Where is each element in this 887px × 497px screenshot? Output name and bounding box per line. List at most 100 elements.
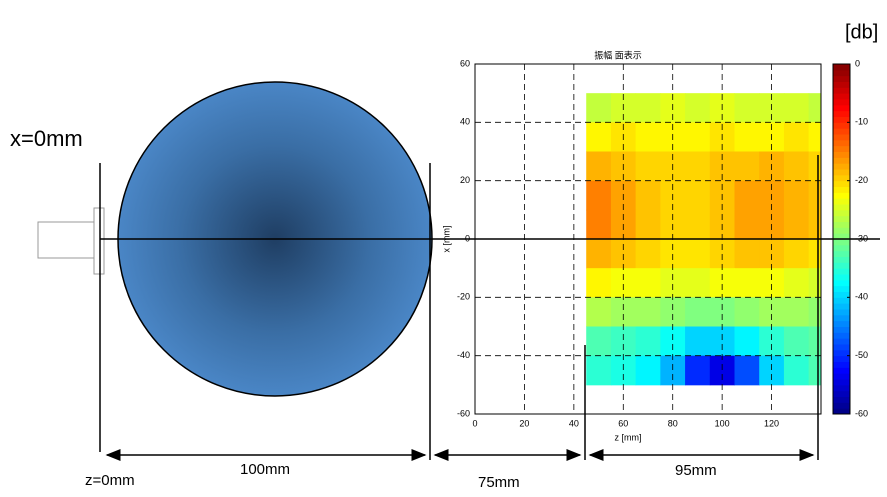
heat-cell [710, 268, 735, 298]
dim-label: 100mm [240, 461, 290, 478]
heat-cell [685, 122, 710, 152]
colorbar-step [833, 257, 850, 263]
y-tick-label: 20 [460, 175, 470, 185]
colorbar-step [833, 181, 850, 187]
colorbar-step [833, 356, 850, 362]
x-tick-label: 0 [472, 418, 477, 428]
heat-cell [586, 239, 611, 269]
heat-cell [636, 93, 661, 123]
colorbar-step [833, 204, 850, 210]
colorbar-step [833, 303, 850, 309]
heat-cell [636, 327, 661, 357]
heat-cell [685, 268, 710, 298]
heat-cell [685, 210, 710, 240]
heat-cell [636, 122, 661, 152]
x-tick-label: 40 [569, 418, 579, 428]
heat-cell [784, 152, 809, 182]
colorbar-label: 0 [855, 58, 860, 68]
heat-cell [759, 356, 784, 386]
colorbar-step [833, 251, 850, 257]
colorbar-step [833, 146, 850, 152]
heat-cell [809, 268, 822, 298]
heat-cell [809, 93, 822, 123]
colorbar-step [833, 163, 850, 169]
x-tick-label: 120 [764, 418, 779, 428]
y-tick-label: 40 [460, 117, 470, 127]
heat-cell [735, 297, 760, 327]
heat-cell [636, 181, 661, 211]
chart-title: 振幅 面表示 [594, 49, 642, 60]
heat-cell [784, 356, 809, 386]
heat-cell [611, 297, 636, 327]
colorbar-step [833, 309, 850, 315]
colorbar-step [833, 338, 850, 344]
x-axis-label: z [mm] [615, 432, 642, 442]
colorbar-step [833, 70, 850, 76]
colorbar-step [833, 332, 850, 338]
heat-cell [784, 268, 809, 298]
colorbar-step [833, 227, 850, 233]
colorbar-step [833, 385, 850, 391]
figure: x=0mm z=0mm 100mm 75mm 95mm [db] 0204060… [0, 0, 887, 497]
colorbar-step [833, 157, 850, 163]
dim-label: 95mm [675, 462, 717, 479]
heat-cell [710, 356, 735, 386]
heat-cell [685, 356, 710, 386]
heat-cell [586, 122, 611, 152]
colorbar-step [833, 239, 850, 245]
heat-cell [636, 210, 661, 240]
heat-cell [685, 93, 710, 123]
heat-cell [685, 239, 710, 269]
heat-cell [809, 210, 822, 240]
heat-cell [809, 356, 822, 386]
heat-cell [784, 181, 809, 211]
heat-cell [735, 210, 760, 240]
colorbar-step [833, 245, 850, 251]
heat-cell [586, 356, 611, 386]
heat-cell [809, 297, 822, 327]
colorbar-step [833, 286, 850, 292]
x-tick-label: 20 [519, 418, 529, 428]
heat-cell [809, 327, 822, 357]
x-tick-label: 80 [668, 418, 678, 428]
x0-label: x=0mm [10, 126, 83, 151]
y-tick-label: -20 [457, 292, 470, 302]
heat-cell [759, 327, 784, 357]
colorbar-step [833, 397, 850, 403]
z0-label: z=0mm [85, 472, 135, 489]
colorbar-step [833, 99, 850, 105]
heat-cell [735, 268, 760, 298]
colorbar-label: -40 [855, 292, 868, 302]
colorbar-step [833, 391, 850, 397]
heat-cell [685, 297, 710, 327]
colorbar-step [833, 198, 850, 204]
heat-cell [735, 122, 760, 152]
colorbar-step [833, 280, 850, 286]
page: {"annotations": {"x0": "x=0mm", "z0": "z… [0, 0, 887, 497]
colorbar-step [833, 274, 850, 280]
heat-cell [759, 297, 784, 327]
heat-cell [784, 327, 809, 357]
heat-cell [660, 356, 685, 386]
colorbar-step [833, 192, 850, 198]
colorbar-step [833, 321, 850, 327]
colorbar-step [833, 128, 850, 134]
colorbar-step [833, 268, 850, 274]
heat-cell [685, 152, 710, 182]
colorbar-step [833, 327, 850, 333]
heat-cell [586, 181, 611, 211]
heat-cell [784, 122, 809, 152]
heat-cell [685, 327, 710, 357]
x-tick-label: 100 [715, 418, 730, 428]
heat-cell [586, 210, 611, 240]
heat-cell [784, 93, 809, 123]
heat-cell [710, 297, 735, 327]
unit-label: [db] [845, 21, 878, 43]
heat-cell [809, 122, 822, 152]
colorbar-step [833, 367, 850, 373]
colorbar-label: -60 [855, 408, 868, 418]
x-tick-label: 60 [618, 418, 628, 428]
colorbar-step [833, 134, 850, 140]
heat-cell [586, 268, 611, 298]
